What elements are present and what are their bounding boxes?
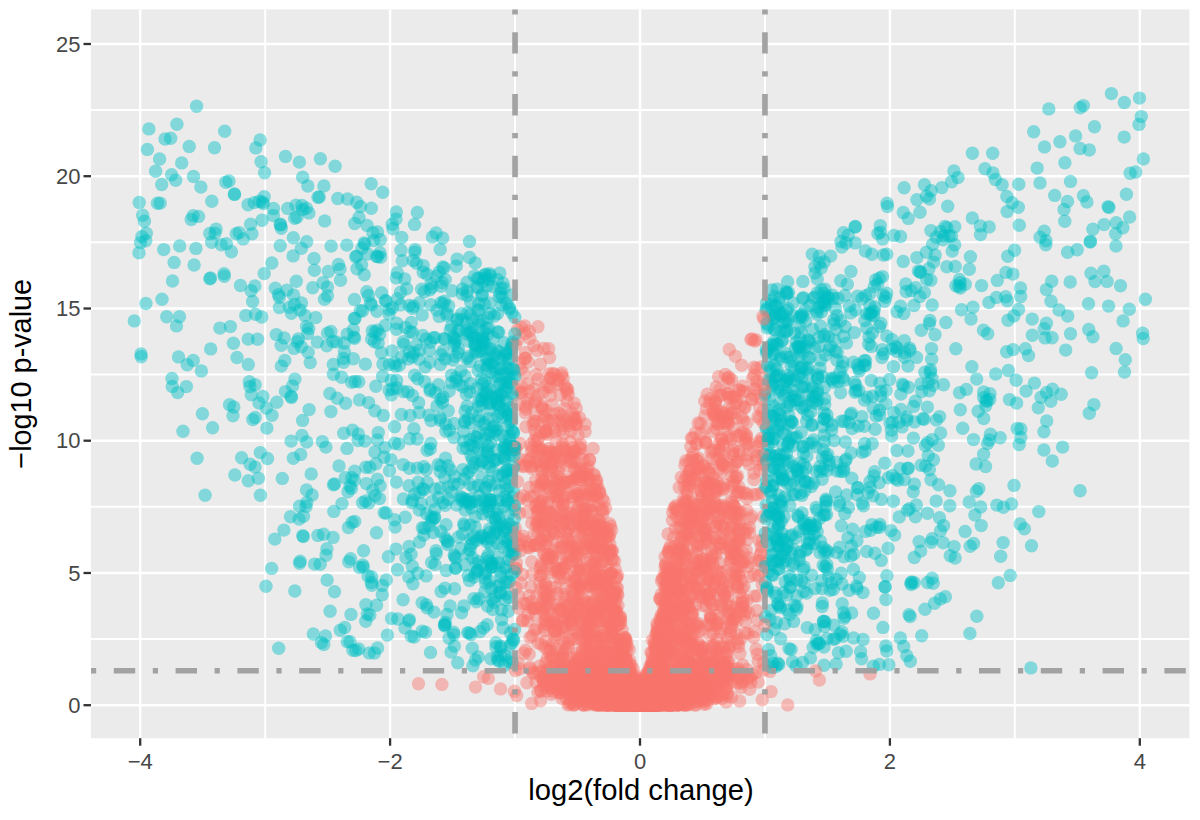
- svg-text:log2(fold change): log2(fold change): [528, 774, 754, 806]
- svg-text:0: 0: [68, 693, 80, 718]
- svg-text:−2: −2: [378, 749, 403, 774]
- svg-text:2: 2: [884, 749, 896, 774]
- svg-text:10: 10: [56, 428, 80, 453]
- svg-text:25: 25: [56, 32, 80, 57]
- svg-text:0: 0: [634, 749, 646, 774]
- svg-text:4: 4: [1134, 749, 1146, 774]
- svg-text:15: 15: [56, 296, 80, 321]
- svg-text:20: 20: [56, 164, 80, 189]
- svg-text:−log10 p-value: −log10 p-value: [5, 279, 37, 469]
- svg-text:−4: −4: [128, 749, 153, 774]
- svg-text:5: 5: [68, 561, 80, 586]
